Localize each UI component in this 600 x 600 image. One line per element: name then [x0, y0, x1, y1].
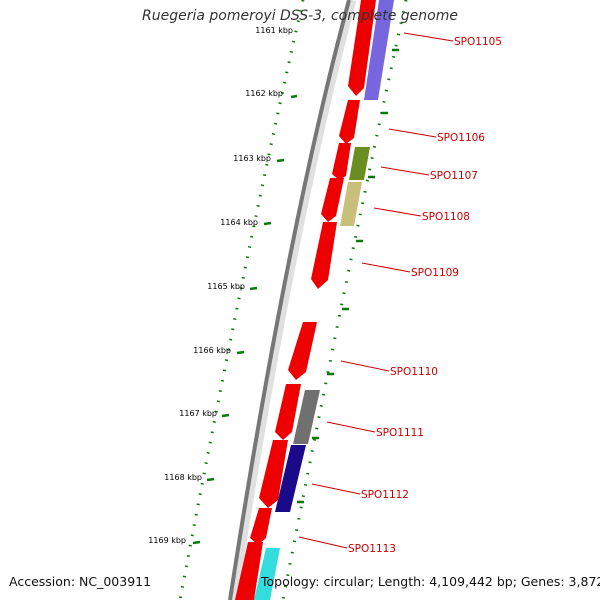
kbp-label: 1161 kbp: [255, 26, 293, 35]
outer-dotted-track: [281, 0, 408, 600]
feature-spo1112: [275, 445, 306, 512]
feature-spo1108: [340, 182, 362, 226]
gene-label: SPO1112: [361, 489, 409, 501]
cds-spo1110: [288, 322, 317, 380]
map-title: Ruegeria pomeroyi DSS-3, complete genome: [142, 8, 458, 24]
leader-line: [403, 32, 454, 42]
gene-label: SPO1107: [430, 170, 478, 182]
kbp-label: 1167 kbp: [179, 409, 217, 418]
gene-label: SPO1109: [411, 267, 459, 279]
kbp-tick-mark: [290, 94, 298, 99]
cds-track: [235, 0, 376, 600]
cds-spo1106: [339, 100, 360, 144]
kbp-tick-mark: [236, 350, 245, 355]
kbp-label: 1166 kbp: [193, 346, 231, 355]
kbp-ticks: [192, 94, 298, 545]
feature-spo1105: [364, 0, 394, 100]
leader-line: [311, 483, 361, 495]
feature-track: [254, 0, 394, 600]
kbp-tick-mark: [221, 413, 230, 418]
cds-spo1113a: [250, 508, 272, 545]
kbp-label: 1168 kbp: [164, 473, 202, 482]
gene-label: SPO1106: [437, 132, 485, 144]
outer-track-ticks: [297, 48, 399, 504]
kbp-label: 1169 kbp: [148, 536, 186, 545]
cds-spo1113b: [235, 542, 263, 600]
leader-line: [326, 421, 376, 433]
gene-label: SPO1105: [454, 36, 502, 48]
genome-backbone: [228, 0, 357, 600]
kbp-tick-mark: [206, 477, 215, 482]
kbp-tick-mark: [249, 286, 258, 291]
gene-label: SPO1111: [376, 427, 424, 439]
gene-labels: SPO1105 SPO1106 SPO1107 SPO1108 SPO1109 …: [348, 36, 502, 555]
kbp-tick-mark: [263, 221, 272, 226]
cds-spo1108: [321, 178, 344, 222]
cds-spo1109: [311, 222, 337, 289]
cds-spo1111b: [259, 440, 288, 508]
gene-label: SPO1108: [422, 211, 470, 223]
leader-line: [388, 128, 437, 138]
kbp-label: 1165 kbp: [207, 282, 245, 291]
cds-spo1107: [332, 143, 351, 180]
feature-spo1107: [349, 147, 370, 180]
gene-label: SPO1113: [348, 543, 396, 555]
kbp-label: 1164 kbp: [220, 218, 258, 227]
kbp-label: 1162 kbp: [245, 89, 283, 98]
kbp-tick-mark: [192, 540, 201, 545]
kbp-tick-mark: [276, 158, 285, 163]
feature-spo1113: [254, 548, 280, 600]
label-leaders: [298, 32, 454, 549]
gene-label: SPO1110: [390, 366, 438, 378]
leader-line: [373, 207, 422, 217]
leader-line: [380, 166, 430, 176]
feature-spo1111: [293, 390, 320, 444]
genome-summary-text: Topology: circular; Length: 4,109,442 bp…: [261, 574, 600, 589]
leader-line: [298, 536, 348, 549]
accession-text: Accession: NC_003911: [9, 574, 152, 589]
kbp-labels: 1161 kbp 1162 kbp 1163 kbp 1164 kbp 1165…: [148, 26, 293, 545]
kbp-label: 1163 kbp: [233, 154, 271, 163]
leader-line: [340, 360, 390, 372]
leader-line: [361, 262, 411, 273]
cds-spo1111a: [275, 384, 301, 440]
cds-spo1105: [348, 0, 376, 96]
